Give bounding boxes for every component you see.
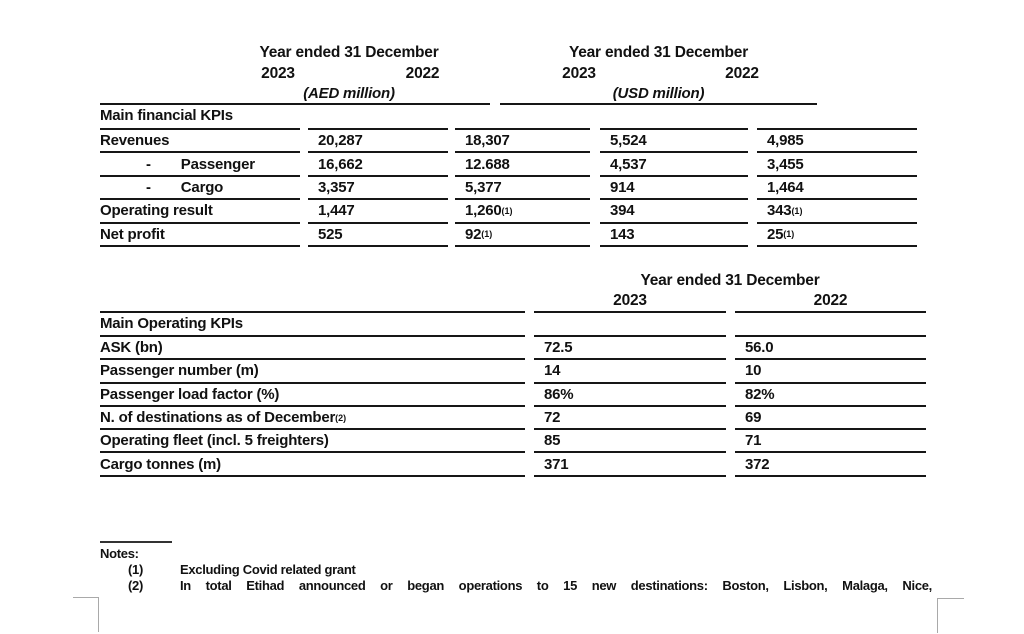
empty-cell	[735, 311, 926, 337]
aed-year-2022: 2022	[405, 65, 440, 82]
financial-row: - Cargo 3,357 5,377 914 1,464	[100, 177, 917, 201]
value-cell: 394	[600, 200, 748, 224]
value-cell: 12.688	[455, 153, 590, 177]
row-label: Operating result	[100, 200, 300, 224]
operating-row: ASK (bn) 72.5 56.0	[100, 337, 926, 361]
value-cell: 69	[735, 407, 926, 431]
operating-row: N. of destinations as of December (2) 72 69	[100, 407, 926, 431]
usd-year-2023: 2023	[562, 65, 596, 82]
operating-row: Passenger number (m) 14 10	[100, 360, 926, 384]
row-label-text: Passenger	[180, 155, 255, 173]
value-cell: 525	[308, 224, 448, 247]
row-label: Operating fleet (incl. 5 freighters)	[100, 430, 525, 454]
header-rule-aed	[208, 103, 490, 105]
notes-section: Notes: (1) Excluding Covid related grant…	[100, 538, 932, 593]
value-cell: 71	[735, 430, 926, 454]
row-label: Net profit	[100, 224, 300, 247]
empty-cell	[757, 103, 917, 130]
value-cell: 72.5	[534, 337, 726, 361]
value-cell: 18,307	[455, 130, 590, 154]
value-cell: 5,377	[455, 177, 590, 201]
header-rule-label	[100, 103, 300, 105]
usd-unit-label: (USD million)	[612, 85, 705, 102]
value-cell: 4,537	[600, 153, 748, 177]
empty-cell	[600, 103, 748, 130]
operating-year-2023: 2023	[613, 292, 647, 309]
note-text: In total Etihad announced or began opera…	[180, 578, 932, 593]
financial-table-body: Main financial KPIs Revenues 20,287 18,307…	[100, 103, 917, 247]
financial-section-row: Main financial KPIs	[100, 103, 917, 130]
op-header-rule-2022	[735, 311, 926, 313]
value-cell: 4,985	[757, 130, 917, 154]
operating-row: Operating fleet (incl. 5 freighters) 85 71	[100, 430, 926, 454]
aed-unit-label: (AED million)	[303, 85, 395, 102]
usd-year-2022: 2022	[725, 65, 759, 82]
value-cell: 3,357	[308, 177, 448, 201]
financial-row: Net profit 525 92 (1) 143 25 (1)	[100, 224, 917, 247]
value-cell: 343 (1)	[757, 200, 917, 224]
empty-cell	[308, 103, 448, 130]
value-cell: 85	[534, 430, 726, 454]
op-header-rule-2023	[534, 311, 726, 313]
value-cell: 371	[534, 453, 726, 477]
aed-year-2023: 2023	[261, 65, 295, 82]
notes-title: Notes:	[100, 546, 139, 561]
aed-group-title: Year ended 31 December	[259, 44, 439, 61]
operating-row: Passenger load factor (%) 86% 82%	[100, 384, 926, 407]
financial-row: - Passenger 16,662 12.688 4,537 3,455	[100, 153, 917, 177]
value-cell: 72	[534, 407, 726, 431]
value-cell: 16,662	[308, 153, 448, 177]
value-cell: 1,464	[757, 177, 917, 201]
financial-row: Revenues 20,287 18,307 5,524 4,985	[100, 130, 917, 154]
op-header-rule-label	[100, 311, 525, 313]
value-cell: 1,447	[308, 200, 448, 224]
value-cell: 86%	[534, 384, 726, 407]
value-cell: 914	[600, 177, 748, 201]
page-corner-mark-right	[937, 598, 964, 633]
note-item: (1) Excluding Covid related grant	[100, 563, 932, 577]
section-title: Main Operating KPIs	[100, 311, 525, 337]
note-text: Excluding Covid related grant	[180, 562, 356, 577]
header-rule-usd	[500, 103, 817, 105]
value-cell: 56.0	[735, 337, 926, 361]
value-cell: 25 (1)	[757, 224, 917, 247]
notes-rule	[100, 541, 172, 543]
note-number: (1)	[128, 562, 143, 577]
row-label-text: Cargo	[180, 178, 224, 196]
value-cell: 143	[600, 224, 748, 247]
note-item: (2) In total Etihad announced or began o…	[100, 579, 932, 593]
operating-group-title: Year ended 31 December	[640, 272, 820, 289]
operating-section-row: Main Operating KPIs	[100, 311, 926, 337]
value-cell: 20,287	[308, 130, 448, 154]
operating-row: Cargo tonnes (m) 371 372	[100, 453, 926, 477]
value-cell: 10	[735, 360, 926, 384]
usd-group-title: Year ended 31 December	[568, 44, 749, 61]
indent-dash: -	[146, 155, 151, 173]
value-cell: 14	[534, 360, 726, 384]
value-cell: 3,455	[757, 153, 917, 177]
value-cell: 1,260 (1)	[455, 200, 590, 224]
row-label: - Cargo	[100, 177, 300, 201]
row-label: Passenger load factor (%)	[100, 384, 525, 407]
page-corner-mark-left	[73, 597, 99, 632]
row-label: N. of destinations as of December (2)	[100, 407, 525, 431]
row-label: ASK (bn)	[100, 337, 525, 361]
value-cell: 92 (1)	[455, 224, 590, 247]
financial-row: Operating result 1,447 1,260 (1) 394 343 (1)	[100, 200, 917, 224]
section-title: Main financial KPIs	[100, 103, 300, 130]
row-label: - Passenger	[100, 153, 300, 177]
note-number: (2)	[128, 578, 143, 593]
row-label: Revenues	[100, 130, 300, 154]
row-label: Passenger number (m)	[100, 360, 525, 384]
empty-cell	[455, 103, 590, 130]
operating-year-2022: 2022	[813, 292, 848, 309]
value-cell: 82%	[735, 384, 926, 407]
empty-cell	[534, 311, 726, 337]
row-label: Cargo tonnes (m)	[100, 453, 525, 477]
operating-table-body: Main Operating KPIs ASK (bn) 72.5 56.0 Pass…	[100, 311, 926, 477]
indent-dash: -	[146, 178, 151, 196]
value-cell: 372	[735, 453, 926, 477]
value-cell: 5,524	[600, 130, 748, 154]
